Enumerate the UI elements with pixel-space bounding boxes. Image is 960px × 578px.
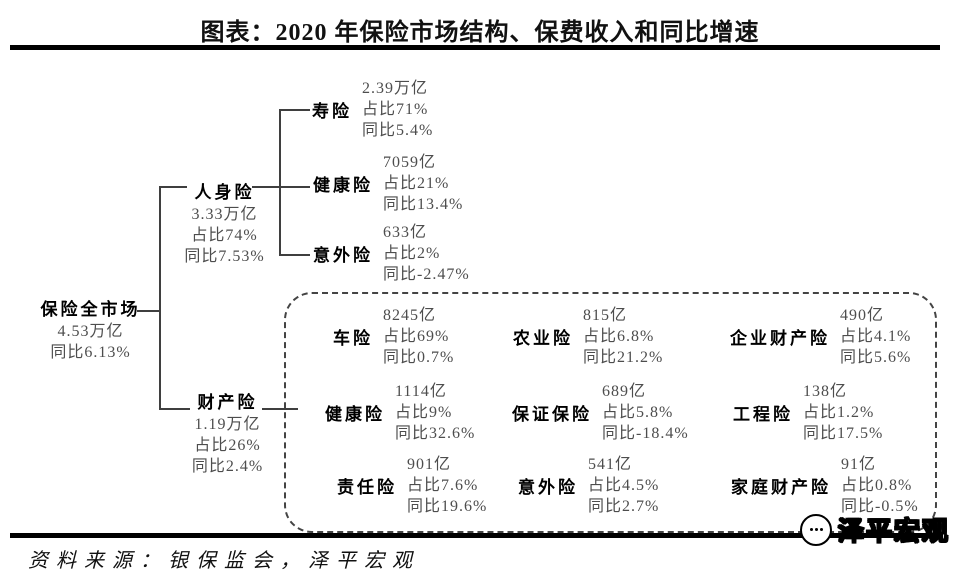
node-premium: 490亿 — [840, 307, 885, 324]
node-label: 意外险 — [518, 478, 578, 497]
connector-root-v — [159, 186, 161, 410]
node-share: 占比26% — [194, 437, 261, 454]
node-premium: 91亿 — [841, 456, 877, 473]
node-yoy: 同比-0.5% — [841, 498, 919, 515]
node-yoy: 同比13.4% — [383, 196, 464, 213]
node-premium: 1114亿 — [395, 383, 447, 400]
node-label: 车险 — [333, 329, 373, 348]
node-liability: 责任险 901亿 占比7.6% 同比19.6% — [337, 454, 487, 517]
node-yoy: 同比0.7% — [383, 349, 455, 366]
node-share: 占比2% — [383, 245, 441, 262]
node-yoy: 同比5.6% — [840, 349, 912, 366]
node-yoy: 同比19.6% — [407, 498, 488, 515]
node-enterprise-property: 企业财产险 490亿 占比4.1% 同比5.6% — [730, 305, 911, 368]
node-yoy: 同比17.5% — [803, 425, 884, 442]
node-share: 占比4.1% — [840, 328, 912, 345]
node-property-insurance: 财产险 1.19万亿 占比26% 同比2.4% — [185, 392, 270, 477]
node-yoy: 同比6.13% — [50, 344, 131, 361]
node-yoy: 同比32.6% — [395, 425, 476, 442]
node-agriculture: 农业险 815亿 占比6.8% 同比21.2% — [513, 305, 663, 368]
node-health-property: 健康险 1114亿 占比9% 同比32.6% — [325, 381, 475, 444]
node-premium: 633亿 — [383, 224, 428, 241]
node-share: 占比4.5% — [588, 477, 660, 494]
connector-personal-children-v — [279, 109, 281, 256]
node-label: 责任险 — [337, 478, 397, 497]
node-premium: 7059亿 — [383, 154, 437, 171]
property-children-group-box — [284, 292, 937, 533]
node-engineering: 工程险 138亿 占比1.2% 同比17.5% — [733, 381, 883, 444]
connector-property-right-h — [262, 408, 298, 410]
node-label: 健康险 — [325, 405, 385, 424]
node-accident-personal: 意外险 633亿 占比2% 同比-2.47% — [313, 222, 470, 285]
node-premium: 138亿 — [803, 383, 848, 400]
connector-property-h — [159, 408, 190, 410]
node-premium: 901亿 — [407, 456, 452, 473]
node-premium: 815亿 — [583, 307, 628, 324]
node-yoy: 同比21.2% — [583, 349, 664, 366]
node-share: 占比71% — [362, 101, 429, 118]
node-label: 保险全市场 — [40, 300, 141, 319]
node-accident-property: 意外险 541亿 占比4.5% 同比2.7% — [518, 454, 659, 517]
node-personal-insurance: 人身险 3.33万亿 占比74% 同比7.53% — [182, 182, 267, 267]
connector-personal-h — [159, 186, 187, 188]
node-label: 工程险 — [733, 405, 793, 424]
chart-title: 图表：2020 年保险市场结构、保费收入和同比增速 — [200, 20, 760, 46]
node-guarantee: 保证保险 689亿 占比5.8% 同比-18.4% — [512, 381, 689, 444]
node-whole-market: 保险全市场 4.53万亿 同比6.13% — [28, 299, 153, 363]
node-premium: 8245亿 — [383, 307, 437, 324]
node-yoy: 同比-2.47% — [383, 266, 470, 283]
connector-accident-h — [279, 254, 310, 256]
node-premium: 541亿 — [588, 456, 633, 473]
connector-personal-right-h — [252, 186, 310, 188]
node-share: 占比21% — [383, 175, 450, 192]
node-label: 家庭财产险 — [731, 478, 831, 497]
zeping-logo-icon — [800, 513, 832, 546]
node-household-property: 家庭财产险 91亿 占比0.8% 同比-0.5% — [731, 454, 919, 517]
node-label: 保证保险 — [512, 405, 592, 424]
node-label: 人身险 — [194, 183, 255, 202]
node-share: 占比5.8% — [602, 404, 674, 421]
node-share: 占比1.2% — [803, 404, 875, 421]
node-premium: 4.53万亿 — [57, 323, 124, 340]
node-yoy: 同比2.4% — [191, 458, 264, 475]
connector-life-h — [279, 109, 310, 111]
node-auto: 车险 8245亿 占比69% 同比0.7% — [333, 305, 454, 368]
node-share: 占比7.6% — [407, 477, 479, 494]
node-label: 财产险 — [197, 393, 258, 412]
node-premium: 2.39万亿 — [362, 80, 429, 97]
node-yoy: 同比7.53% — [184, 248, 265, 265]
node-premium: 1.19万亿 — [194, 416, 261, 433]
node-label: 寿险 — [312, 102, 352, 121]
node-label: 意外险 — [313, 246, 373, 265]
node-share: 占比0.8% — [841, 477, 913, 494]
node-health-personal: 健康险 7059亿 占比21% 同比13.4% — [313, 152, 463, 215]
node-life: 寿险 2.39万亿 占比71% 同比5.4% — [312, 78, 433, 141]
watermark: 泽平宏观 — [800, 511, 950, 548]
node-yoy: 同比-18.4% — [602, 425, 689, 442]
top-rule — [10, 45, 940, 50]
node-premium: 689亿 — [602, 383, 647, 400]
node-share: 占比69% — [383, 328, 450, 345]
connector-root-h — [137, 310, 161, 312]
node-share: 占比9% — [395, 404, 453, 421]
node-label: 农业险 — [513, 329, 573, 348]
node-yoy: 同比5.4% — [362, 122, 434, 139]
node-label: 健康险 — [313, 176, 373, 195]
node-premium: 3.33万亿 — [191, 206, 258, 223]
node-yoy: 同比2.7% — [588, 498, 660, 515]
node-label: 企业财产险 — [730, 329, 830, 348]
source-note: 资料来源：银保监会，泽平宏观 — [28, 550, 420, 572]
node-share: 占比74% — [191, 227, 258, 244]
watermark-text: 泽平宏观 — [837, 516, 951, 547]
node-share: 占比6.8% — [583, 328, 655, 345]
bottom-rule — [10, 533, 940, 538]
